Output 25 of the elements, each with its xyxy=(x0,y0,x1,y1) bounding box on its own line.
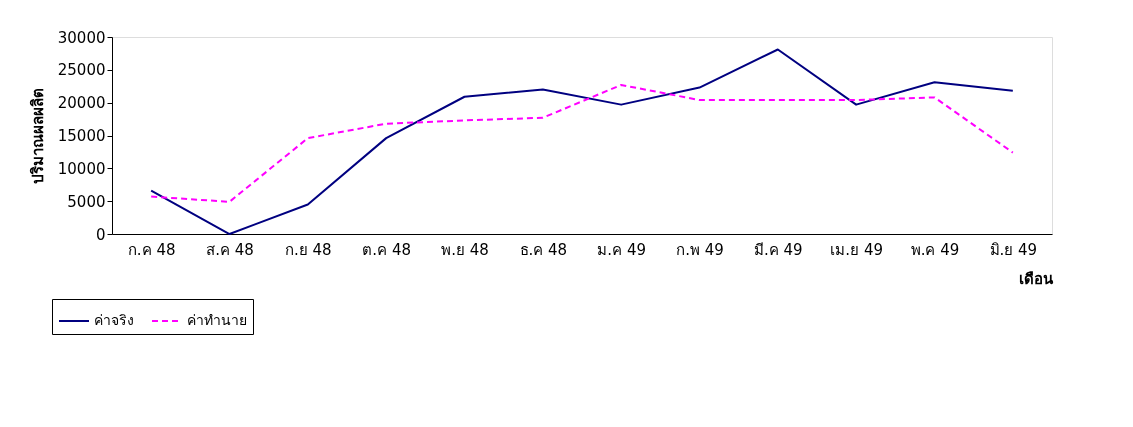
legend-label: ค่าทำนาย xyxy=(187,312,247,328)
line-series xyxy=(150,48,1014,235)
x-tick-label: ก.พ 49 xyxy=(676,240,724,259)
y-tick-label: 30000 xyxy=(57,28,106,47)
x-tick-label: ก.ค 48 xyxy=(127,240,176,259)
x-tick-label: ก.ย 48 xyxy=(285,240,332,259)
y-axis-title: ปริมาณผลผลิต xyxy=(28,88,47,184)
x-tick-label: ต.ค 48 xyxy=(362,240,411,259)
y-tick-label: 0 xyxy=(95,225,106,244)
y-tick-label: 15000 xyxy=(57,127,106,145)
line-series xyxy=(150,83,1014,203)
x-tick-label: ส.ค 48 xyxy=(206,240,254,259)
y-tick-label: 10000 xyxy=(57,159,106,178)
x-tick-label: ธ.ค 48 xyxy=(519,240,568,259)
x-tick-label: พ.ค 49 xyxy=(910,240,960,259)
x-tick-label: มี.ค 49 xyxy=(754,240,803,259)
legend-label: ค่าจริง xyxy=(94,312,134,328)
x-axis-title: เดือน xyxy=(1018,269,1054,288)
y-tick-label: 25000 xyxy=(57,61,106,80)
y-tick-label: 20000 xyxy=(57,94,106,113)
x-tick-label: พ.ย 48 xyxy=(441,240,489,259)
y-tick-label: 5000 xyxy=(67,192,106,211)
x-tick-label: ม.ค 49 xyxy=(597,240,646,259)
x-tick-label: มิ.ย 49 xyxy=(989,240,1038,259)
x-tick-label: เม.ย 49 xyxy=(830,240,883,259)
